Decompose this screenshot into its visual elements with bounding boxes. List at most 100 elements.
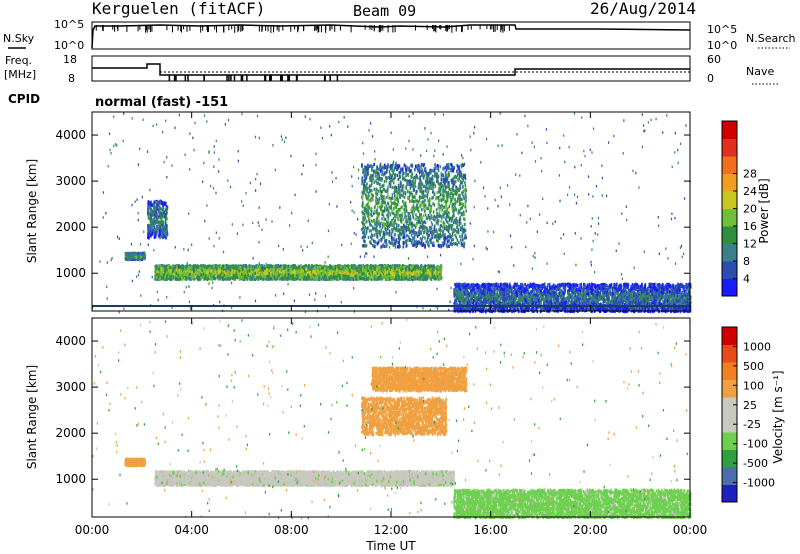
echo-cell: [380, 264, 382, 268]
echo-cell: [361, 272, 364, 276]
echo-cell: [431, 273, 434, 277]
echo-cell: [159, 276, 161, 280]
echo-cell: [322, 265, 324, 270]
echo-cell: [318, 277, 320, 281]
freq-tick-18: 18: [63, 53, 77, 66]
power-echoes: [92, 112, 692, 314]
echo-cell: [334, 266, 336, 270]
echo-cell: [419, 271, 421, 275]
echo-cell: [403, 277, 406, 281]
echo-cell: [283, 276, 285, 281]
echo-cell: [416, 272, 418, 276]
echo-cell: [353, 264, 355, 268]
echo-cell: [164, 269, 166, 273]
echo-cell: [245, 264, 247, 268]
echo-cell: [408, 268, 411, 272]
echo-cell: [251, 265, 254, 269]
echo-cell: [332, 272, 335, 276]
echo-cell: [170, 274, 173, 278]
echo-cell: [359, 272, 361, 276]
echo-cell: [426, 275, 428, 279]
echo-cell: [254, 271, 256, 275]
echo-cell: [370, 275, 373, 279]
echo-cell: [347, 275, 350, 279]
echo-cell: [374, 265, 376, 269]
echo-cell: [240, 272, 243, 276]
echo-cell: [183, 276, 186, 281]
date-title: 26/Aug/2014: [590, 0, 696, 18]
echo-cell: [243, 271, 246, 275]
echo-cell: [313, 267, 316, 271]
echo-cell: [208, 266, 211, 271]
echo-cell: [314, 277, 317, 281]
echo-cell: [311, 274, 313, 279]
echo-cell: [166, 270, 168, 274]
echo-cell: [174, 270, 176, 274]
echo-cell: [294, 266, 297, 270]
echo-cell: [392, 276, 394, 280]
echo-cell: [224, 265, 227, 269]
echo-cell: [320, 275, 322, 279]
echo-cell: [288, 265, 291, 270]
echo-cell: [401, 277, 404, 281]
echo-cell: [227, 273, 230, 277]
echo-cell: [337, 273, 339, 278]
echo-cell: [438, 276, 441, 280]
echo-cell: [172, 274, 175, 278]
echo-cell: [349, 273, 352, 277]
echo-cell: [187, 276, 190, 280]
echo-cell: [172, 276, 174, 280]
echo-cell: [162, 277, 165, 281]
echo-cell: [437, 266, 440, 270]
freq-panel: Freq. [MHz] 18 8 60 0 Nave: [4, 53, 778, 85]
echo-cell: [320, 266, 323, 271]
echo-cell: [383, 269, 385, 273]
echo-cell: [244, 267, 247, 272]
echo-cell: [204, 268, 207, 272]
echo-cell: [431, 271, 434, 275]
echo-cell: [396, 267, 398, 271]
echo-cell: [239, 265, 241, 270]
echo-cell: [285, 277, 288, 281]
echo-cell: [376, 276, 379, 281]
echo-cell: [181, 277, 183, 281]
echo-cell: [243, 264, 245, 268]
echo-cell: [329, 276, 332, 280]
echo-cell: [390, 276, 393, 280]
echo-cell: [274, 271, 277, 275]
echo-cell: [366, 273, 369, 277]
echo-cell: [417, 276, 420, 280]
echo-cell: [358, 276, 361, 280]
echo-cell: [247, 265, 249, 269]
echo-cell: [345, 277, 348, 281]
echo-cell: [313, 270, 316, 275]
station-title: Kerguelen (fitACF): [92, 0, 265, 18]
echo-cell: [315, 272, 318, 276]
echo-cell: [230, 272, 233, 277]
echo-cell: [403, 271, 406, 275]
echo-cell: [248, 269, 251, 273]
echo-cell: [284, 264, 287, 268]
echo-cell: [356, 268, 359, 272]
echo-cell: [212, 269, 214, 273]
echo-cell: [389, 271, 392, 275]
echo-cell: [351, 266, 353, 270]
echo-cell: [256, 276, 259, 280]
echo-cell: [294, 274, 296, 278]
echo-cell: [278, 275, 281, 280]
echo-cell: [308, 276, 311, 280]
echo-cell: [379, 265, 381, 270]
echo-cell: [358, 268, 361, 272]
echo-cell: [169, 272, 171, 276]
echo-cell: [345, 265, 348, 269]
echo-cell: [231, 264, 234, 268]
echo-cell: [420, 264, 422, 268]
echo-cell: [184, 268, 187, 272]
echo-cell: [200, 273, 203, 277]
echo-cell: [287, 265, 289, 269]
echo-cell: [194, 268, 197, 272]
echo-cell: [344, 277, 347, 281]
echo-cell: [338, 267, 341, 272]
echo-cell: [365, 269, 367, 273]
